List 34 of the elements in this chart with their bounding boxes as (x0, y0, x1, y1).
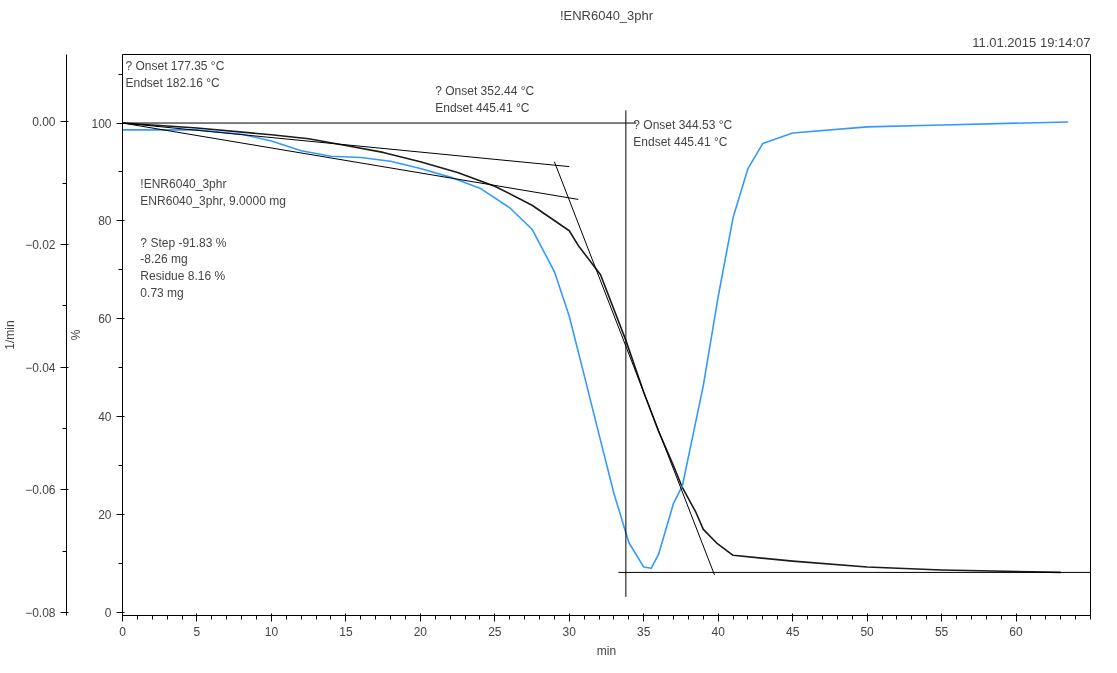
y-tick-label: 100 (91, 116, 112, 131)
y-tick-label: 0 (104, 606, 112, 621)
x-tick-label: 45 (785, 624, 800, 639)
annotation: ? Onset 177.35 °C Endset 182.16 °C (125, 59, 225, 91)
x-tick-label: 50 (860, 624, 875, 639)
x-tick-label: 55 (934, 624, 949, 639)
y-tick-label: 80 (98, 214, 112, 229)
x-tick-label: 30 (562, 624, 577, 639)
y2-tick-label: −0.02 (25, 238, 56, 253)
y-tick-label: 40 (98, 410, 112, 425)
annotation: ? Step -91.83 % -8.26 mg Residue 8.16 % 0.73 mg (140, 235, 227, 301)
x-axis-title: min (596, 643, 617, 658)
x-tick-label: 35 (637, 624, 651, 639)
x-tick-label: 40 (711, 624, 726, 639)
annotation: ? Onset 352.44 °C Endset 445.41 °C (435, 83, 535, 115)
y-axis-title: % (69, 329, 84, 341)
annotation: ? Onset 344.53 °C Endset 445.41 °C (633, 118, 733, 149)
y2-tick-label: −0.06 (25, 483, 56, 498)
x-tick-label: 5 (193, 624, 201, 639)
y2-tick-label: −0.08 (25, 605, 56, 620)
x-tick-label: 25 (488, 624, 502, 639)
y2-tick-label: −0.04 (25, 360, 56, 375)
x-tick-label: 10 (264, 624, 279, 639)
chart-title: !ENR6040_3phr (559, 7, 654, 23)
chart-subtitle: 11.01.2015 19:14:07 (972, 34, 1091, 50)
y2-axis-title: 1/min (3, 320, 18, 350)
y-tick-label: 20 (98, 508, 112, 523)
y2-tick-label: 0.00 (32, 115, 56, 130)
x-tick-label: 0 (119, 624, 127, 639)
y-tick-label: 60 (98, 312, 112, 327)
x-tick-label: 15 (339, 624, 353, 639)
x-tick-label: 20 (413, 624, 428, 639)
annotation: !ENR6040_3phr ENR6040_3phr, 9.0000 mg (140, 176, 286, 208)
x-tick-label: 60 (1009, 624, 1024, 639)
